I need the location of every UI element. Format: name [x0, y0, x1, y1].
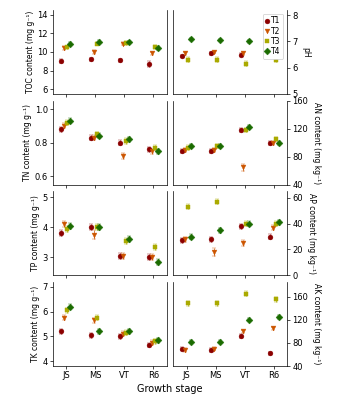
- Y-axis label: AP content (mg kg⁻¹): AP content (mg kg⁻¹): [307, 193, 316, 274]
- Y-axis label: TOC content (mg g⁻¹): TOC content (mg g⁻¹): [26, 11, 35, 93]
- Y-axis label: TP content (mg g⁻¹): TP content (mg g⁻¹): [31, 196, 40, 271]
- Y-axis label: TK content (mg g⁻¹): TK content (mg g⁻¹): [31, 286, 40, 362]
- Y-axis label: pH: pH: [302, 47, 311, 57]
- Y-axis label: AN content (mg kg⁻¹): AN content (mg kg⁻¹): [312, 102, 321, 184]
- Legend: T1, T2, T3, T4: T1, T2, T3, T4: [262, 14, 284, 59]
- Y-axis label: AK content (mg kg⁻¹): AK content (mg kg⁻¹): [312, 283, 321, 365]
- Y-axis label: TN content (mg g⁻¹): TN content (mg g⁻¹): [23, 104, 32, 181]
- Text: Growth stage: Growth stage: [137, 384, 203, 394]
